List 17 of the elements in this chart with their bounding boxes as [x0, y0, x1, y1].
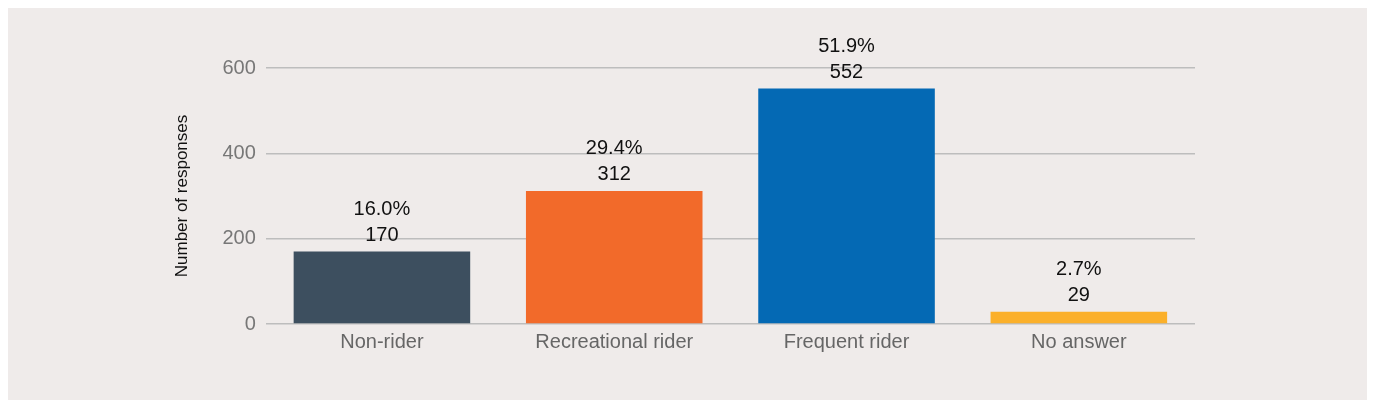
- y-tick-label: 200: [222, 226, 256, 249]
- y-axis-title: Number of responses: [171, 114, 191, 278]
- y-tick-label: 400: [222, 140, 256, 163]
- bar: [293, 251, 471, 324]
- data-label: 2.7% 29: [1056, 257, 1102, 306]
- data-label: 16.0% 170: [353, 196, 411, 245]
- bar: [525, 190, 703, 324]
- data-label: 51.9% 552: [818, 34, 876, 82]
- bar: [990, 311, 1168, 324]
- x-tick-label: Recreational rider: [535, 329, 694, 352]
- y-tick-label: 600: [222, 55, 256, 78]
- x-tick-label: Frequent rider: [783, 329, 910, 352]
- data-label: 29.4% 312: [585, 136, 643, 185]
- x-tick-label: No answer: [1031, 329, 1127, 352]
- y-tick-label: 0: [244, 311, 256, 334]
- bar: [758, 88, 935, 324]
- x-tick-label: Non-rider: [340, 329, 424, 352]
